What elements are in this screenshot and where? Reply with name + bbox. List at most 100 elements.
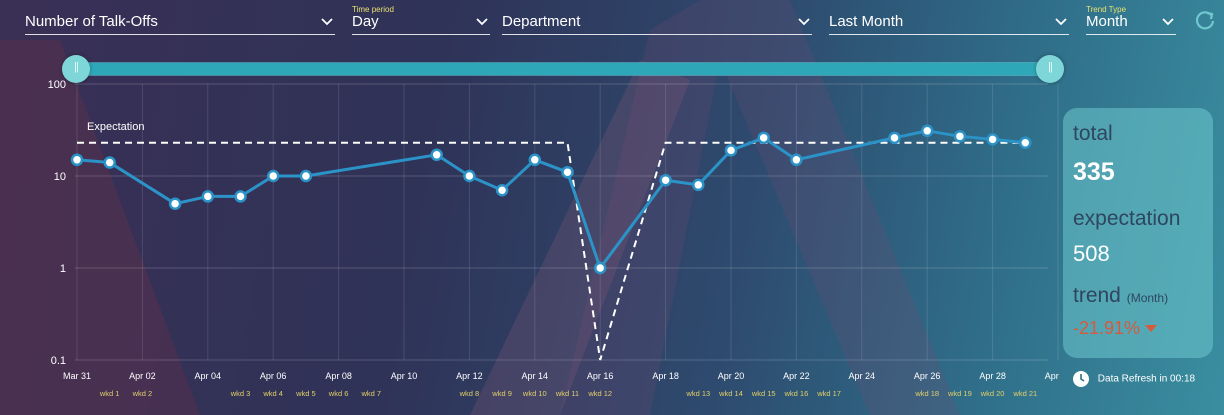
data-point — [692, 178, 705, 192]
data-point — [463, 169, 476, 183]
data-point — [561, 165, 574, 179]
x-tick-label: Apr 24 — [849, 371, 876, 381]
week-label: wkd 7 — [361, 389, 382, 398]
data-point — [168, 197, 182, 210]
trend-type-select[interactable]: Trend Type Month — [1086, 5, 1176, 35]
refresh-icon[interactable] — [1194, 9, 1216, 31]
x-tick-label: Apr 12 — [456, 371, 483, 381]
x-tick-label: Apr 20 — [718, 371, 745, 381]
x-tick-label: Apr 08 — [325, 371, 352, 381]
week-label: wkd 15 — [751, 389, 776, 398]
x-tick-label: Apr 02 — [129, 371, 156, 381]
data-refresh-text: Data Refresh in 00:18 — [1097, 373, 1196, 385]
x-tick-label: Apr 26 — [914, 371, 941, 381]
x-tick-label: Apr 14 — [522, 371, 549, 381]
trend-label: trend (Month) — [1073, 284, 1168, 308]
total-label: total — [1073, 122, 1113, 145]
data-point — [70, 153, 84, 167]
time-period-select[interactable]: Time period Day — [352, 5, 490, 35]
data-point — [724, 144, 738, 157]
week-label: wkd 3 — [230, 389, 251, 398]
chevron-down-icon — [1162, 18, 1174, 26]
week-label: wkd 11 — [555, 389, 579, 398]
week-label: wkd 19 — [947, 389, 972, 398]
y-tick-label: 10 — [54, 171, 66, 183]
metric-select-value: Number of Talk-Offs — [25, 13, 158, 30]
week-label: wkd 18 — [914, 389, 939, 398]
date-range-select[interactable]: Last Month — [829, 6, 1069, 35]
week-label: wkd 8 — [459, 389, 480, 398]
slider-track[interactable] — [76, 63, 1050, 75]
trend-value: -21.91% — [1073, 318, 1158, 339]
chevron-down-icon — [798, 18, 810, 26]
talk-offs-line — [76, 129, 1026, 270]
department-select-value: Department — [502, 13, 581, 30]
expectation-label: expectation — [1073, 207, 1181, 230]
week-label: wkd 6 — [328, 389, 349, 398]
week-label: wkd 14 — [718, 389, 743, 398]
x-tick-label: Apr 28 — [979, 371, 1006, 381]
data-point — [266, 169, 280, 183]
data-point — [299, 169, 313, 183]
trend-value-text: -21.91% — [1073, 318, 1141, 338]
chevron-down-icon — [321, 18, 333, 26]
department-select[interactable]: Department — [502, 6, 812, 35]
x-tick-label: Apr 22 — [783, 371, 810, 381]
week-label: wkd 9 — [491, 389, 512, 398]
data-point — [659, 173, 672, 187]
trend-type-value: Month — [1086, 13, 1128, 30]
y-tick-label: 0.1 — [51, 355, 66, 367]
week-label: wkd 1 — [99, 389, 120, 398]
week-label: wkd 20 — [980, 389, 1005, 398]
y-tick-label: 100 — [48, 79, 66, 91]
chevron-down-icon — [476, 18, 488, 26]
data-point — [986, 133, 999, 146]
week-label: wkd 10 — [522, 389, 547, 398]
y-tick-label: 1 — [60, 263, 66, 275]
x-tick-label: Apr 30 — [1045, 371, 1060, 381]
data-point — [888, 131, 901, 145]
expectation-line — [77, 141, 1026, 361]
date-range-value: Last Month — [829, 13, 904, 30]
data-point — [593, 261, 607, 275]
x-tick-label: Apr 16 — [587, 371, 614, 381]
date-range-slider[interactable] — [62, 55, 1064, 83]
data-point — [790, 153, 803, 167]
data-point — [201, 190, 215, 203]
data-refresh-status: Data Refresh in 00:18 — [1072, 370, 1195, 388]
week-label: wkd 12 — [587, 389, 612, 398]
week-label: wkd 2 — [132, 389, 153, 398]
data-point — [920, 124, 934, 138]
week-label: wkd 17 — [816, 389, 841, 398]
data-point — [528, 153, 542, 167]
total-value: 335 — [1073, 158, 1115, 186]
x-tick-label: Mar 31 — [63, 371, 91, 381]
slider-handle-end[interactable] — [1036, 55, 1064, 83]
x-tick-label: Apr 18 — [652, 371, 679, 381]
x-tick-label: Apr 10 — [391, 371, 418, 381]
time-period-caption: Time period — [352, 5, 394, 14]
week-label: wkd 4 — [262, 389, 283, 398]
trend-type-note: (Month) — [1126, 291, 1169, 305]
week-label: wkd 13 — [685, 389, 710, 398]
time-period-value: Day — [352, 13, 379, 30]
week-label: wkd 5 — [295, 389, 316, 398]
slider-handle-start[interactable] — [62, 55, 90, 83]
x-tick-label: Apr 06 — [260, 371, 287, 381]
trend-type-caption: Trend Type — [1086, 5, 1127, 14]
data-point — [430, 148, 443, 162]
data-point — [495, 184, 509, 197]
metric-select[interactable]: Number of Talk-Offs — [25, 6, 335, 35]
x-tick-label: Apr 04 — [195, 371, 222, 381]
data-point — [234, 190, 247, 203]
talk-offs-chart: 0.1 1 10 100 Mar 31 Apr 02 Apr 04 Apr 06 Apr 08 A… — [48, 79, 1060, 398]
trend-down-icon — [1145, 325, 1158, 333]
chevron-down-icon — [1055, 18, 1067, 26]
data-point — [1019, 136, 1032, 149]
data-point — [757, 131, 770, 145]
expectation-series-label: Expectation — [87, 121, 144, 133]
data-point — [953, 130, 967, 143]
trend-label-text: trend — [1073, 284, 1121, 307]
stats-panel: total 335 expectation 508 trend (Month) … — [1063, 108, 1213, 358]
expectation-value: 508 — [1073, 241, 1110, 266]
